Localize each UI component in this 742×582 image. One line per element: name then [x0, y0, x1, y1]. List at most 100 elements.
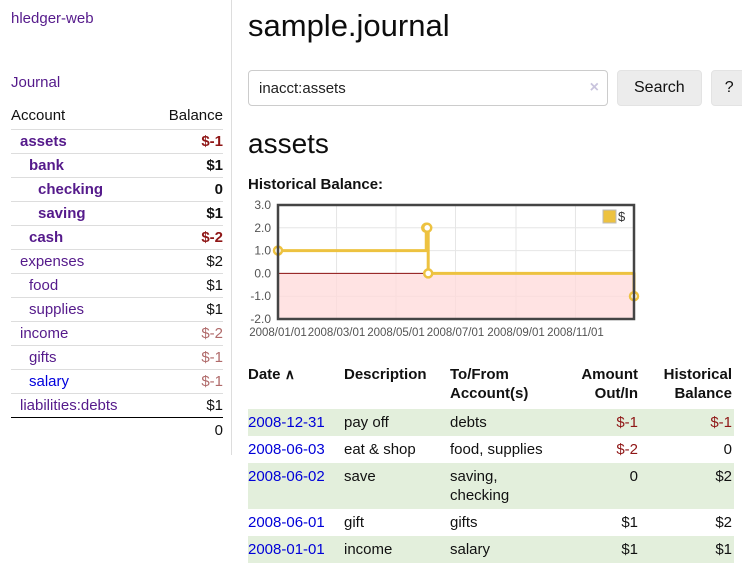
svg-text:$: $ — [618, 209, 626, 224]
brand-link[interactable]: hledger-web — [11, 10, 94, 27]
sort-ascending-icon: ∧ — [284, 366, 295, 382]
sidebar-account-saving[interactable]: saving — [38, 205, 86, 222]
accounts-table: Account Balance assets $-1 bank $1 check… — [11, 104, 223, 443]
svg-text:2008/01/01: 2008/01/01 — [249, 327, 307, 339]
transaction-balance: 0 — [723, 441, 732, 458]
register-header-amount: Amount Out/In — [581, 366, 638, 402]
table-row: checking 0 — [11, 177, 223, 202]
register-header-date[interactable]: Date ∧ — [248, 363, 344, 409]
accounts-total-value: 0 — [214, 422, 223, 439]
svg-text:-1.0: -1.0 — [250, 289, 271, 303]
account-balance: $-1 — [201, 373, 223, 390]
transaction-amount: $1 — [621, 514, 638, 531]
transaction-description: eat & shop — [344, 441, 416, 458]
transaction-description: pay off — [344, 414, 389, 431]
table-row: supplies $1 — [11, 297, 223, 322]
accounts-header-account: Account — [11, 107, 66, 124]
transaction-date-link[interactable]: 2008-12-31 — [248, 414, 325, 431]
transaction-accounts: salary — [450, 541, 491, 558]
sidebar-account-income[interactable]: income — [20, 325, 69, 342]
account-balance: 0 — [214, 181, 223, 198]
sidebar-account-supplies[interactable]: supplies — [29, 301, 85, 318]
transaction-accounts: debts — [450, 414, 487, 431]
svg-text:2.0: 2.0 — [254, 221, 271, 235]
transaction-description: income — [344, 541, 393, 558]
table-row: 2008-12-31 pay off debts $-1 $-1 — [248, 409, 734, 436]
register-header-description: Description — [344, 366, 427, 383]
table-row: 2008-01-01 income salary $1 $1 — [248, 536, 734, 563]
table-row: liabilities:debts $1 — [11, 393, 223, 418]
accounts-header-balance: Balance — [168, 107, 223, 124]
transaction-balance: $2 — [715, 468, 732, 485]
register-header-row: Date ∧ Description To/From Account(s) Am… — [248, 363, 734, 409]
transaction-amount: 0 — [629, 468, 638, 485]
account-balance: $-1 — [201, 349, 223, 366]
transaction-date-link[interactable]: 2008-06-03 — [248, 441, 325, 458]
transaction-date-link[interactable]: 2008-06-01 — [248, 514, 325, 531]
table-row: saving $1 — [11, 201, 223, 226]
transaction-balance: $1 — [715, 541, 732, 558]
search-box: × — [248, 70, 608, 106]
svg-text:2008/03/01: 2008/03/01 — [308, 327, 366, 339]
svg-text:2008/11/01: 2008/11/01 — [547, 327, 604, 339]
transaction-accounts: gifts — [450, 514, 478, 531]
search-form: × Search ? — [248, 70, 742, 106]
table-row: income $-2 — [11, 321, 223, 346]
sidebar: hledger-web Journal Account Balance asse… — [0, 0, 232, 455]
sidebar-account-liabilities-debts[interactable]: liabilities:debts — [20, 397, 118, 414]
search-button[interactable]: Search — [617, 70, 702, 106]
clear-search-icon[interactable]: × — [589, 79, 599, 96]
register-header-date-label: Date — [248, 366, 281, 383]
main: sample.journal × Search ? assets Histori… — [232, 0, 742, 563]
search-input[interactable] — [248, 70, 608, 106]
sidebar-account-gifts[interactable]: gifts — [29, 349, 57, 366]
transaction-balance: $2 — [715, 514, 732, 531]
table-row: cash $-2 — [11, 225, 223, 250]
register-header-accounts: To/From Account(s) — [450, 366, 529, 402]
svg-text:-2.0: -2.0 — [250, 312, 271, 326]
account-balance: $2 — [206, 253, 223, 270]
accounts-total-row: 0 — [11, 417, 223, 444]
sidebar-item-journal[interactable]: Journal — [11, 74, 61, 91]
svg-text:2008/09/01: 2008/09/01 — [487, 327, 545, 339]
table-row: food $1 — [11, 273, 223, 298]
table-row: bank $1 — [11, 153, 223, 178]
sidebar-account-food[interactable]: food — [29, 277, 59, 294]
register-table: Date ∧ Description To/From Account(s) Am… — [248, 363, 734, 563]
page-title: sample.journal — [248, 8, 450, 43]
table-row: 2008-06-02 save saving, checking 0 $2 — [248, 463, 734, 509]
transaction-amount: $-2 — [616, 441, 638, 458]
table-row: assets $-1 — [11, 129, 223, 154]
account-title: assets — [248, 128, 329, 159]
help-button[interactable]: ? — [710, 70, 742, 106]
account-balance: $1 — [206, 397, 223, 414]
table-row: 2008-06-01 gift gifts $1 $2 — [248, 509, 734, 536]
transaction-balance: $-1 — [710, 414, 732, 431]
hledger-web-app: hledger-web Journal Account Balance asse… — [0, 0, 742, 563]
legend-swatch — [602, 209, 617, 224]
account-balance: $-1 — [201, 133, 223, 150]
sidebar-account-checking[interactable]: checking — [38, 181, 104, 198]
table-row: gifts $-1 — [11, 345, 223, 370]
account-balance: $-2 — [201, 229, 223, 246]
account-balance: $-2 — [201, 325, 223, 342]
sidebar-account-bank[interactable]: bank — [29, 157, 65, 174]
sidebar-account-expenses[interactable]: expenses — [20, 253, 85, 270]
transaction-accounts: food, supplies — [450, 441, 543, 458]
sidebar-account-salary[interactable]: salary — [29, 373, 70, 390]
transaction-description: save — [344, 468, 376, 485]
account-balance: $1 — [206, 301, 223, 318]
account-balance: $1 — [206, 205, 223, 222]
table-row: expenses $2 — [11, 249, 223, 274]
transaction-date-link[interactable]: 2008-06-02 — [248, 468, 325, 485]
svg-text:2008/07/01: 2008/07/01 — [427, 327, 485, 339]
sidebar-account-assets[interactable]: assets — [20, 133, 67, 150]
account-balance: $1 — [206, 277, 223, 294]
transaction-amount: $1 — [621, 541, 638, 558]
sidebar-account-cash[interactable]: cash — [29, 229, 64, 246]
transaction-date-link[interactable]: 2008-01-01 — [248, 541, 325, 558]
table-row: salary $-1 — [11, 369, 223, 394]
svg-text:3.0: 3.0 — [254, 199, 271, 212]
register-header-balance: Historical Balance — [663, 366, 732, 402]
